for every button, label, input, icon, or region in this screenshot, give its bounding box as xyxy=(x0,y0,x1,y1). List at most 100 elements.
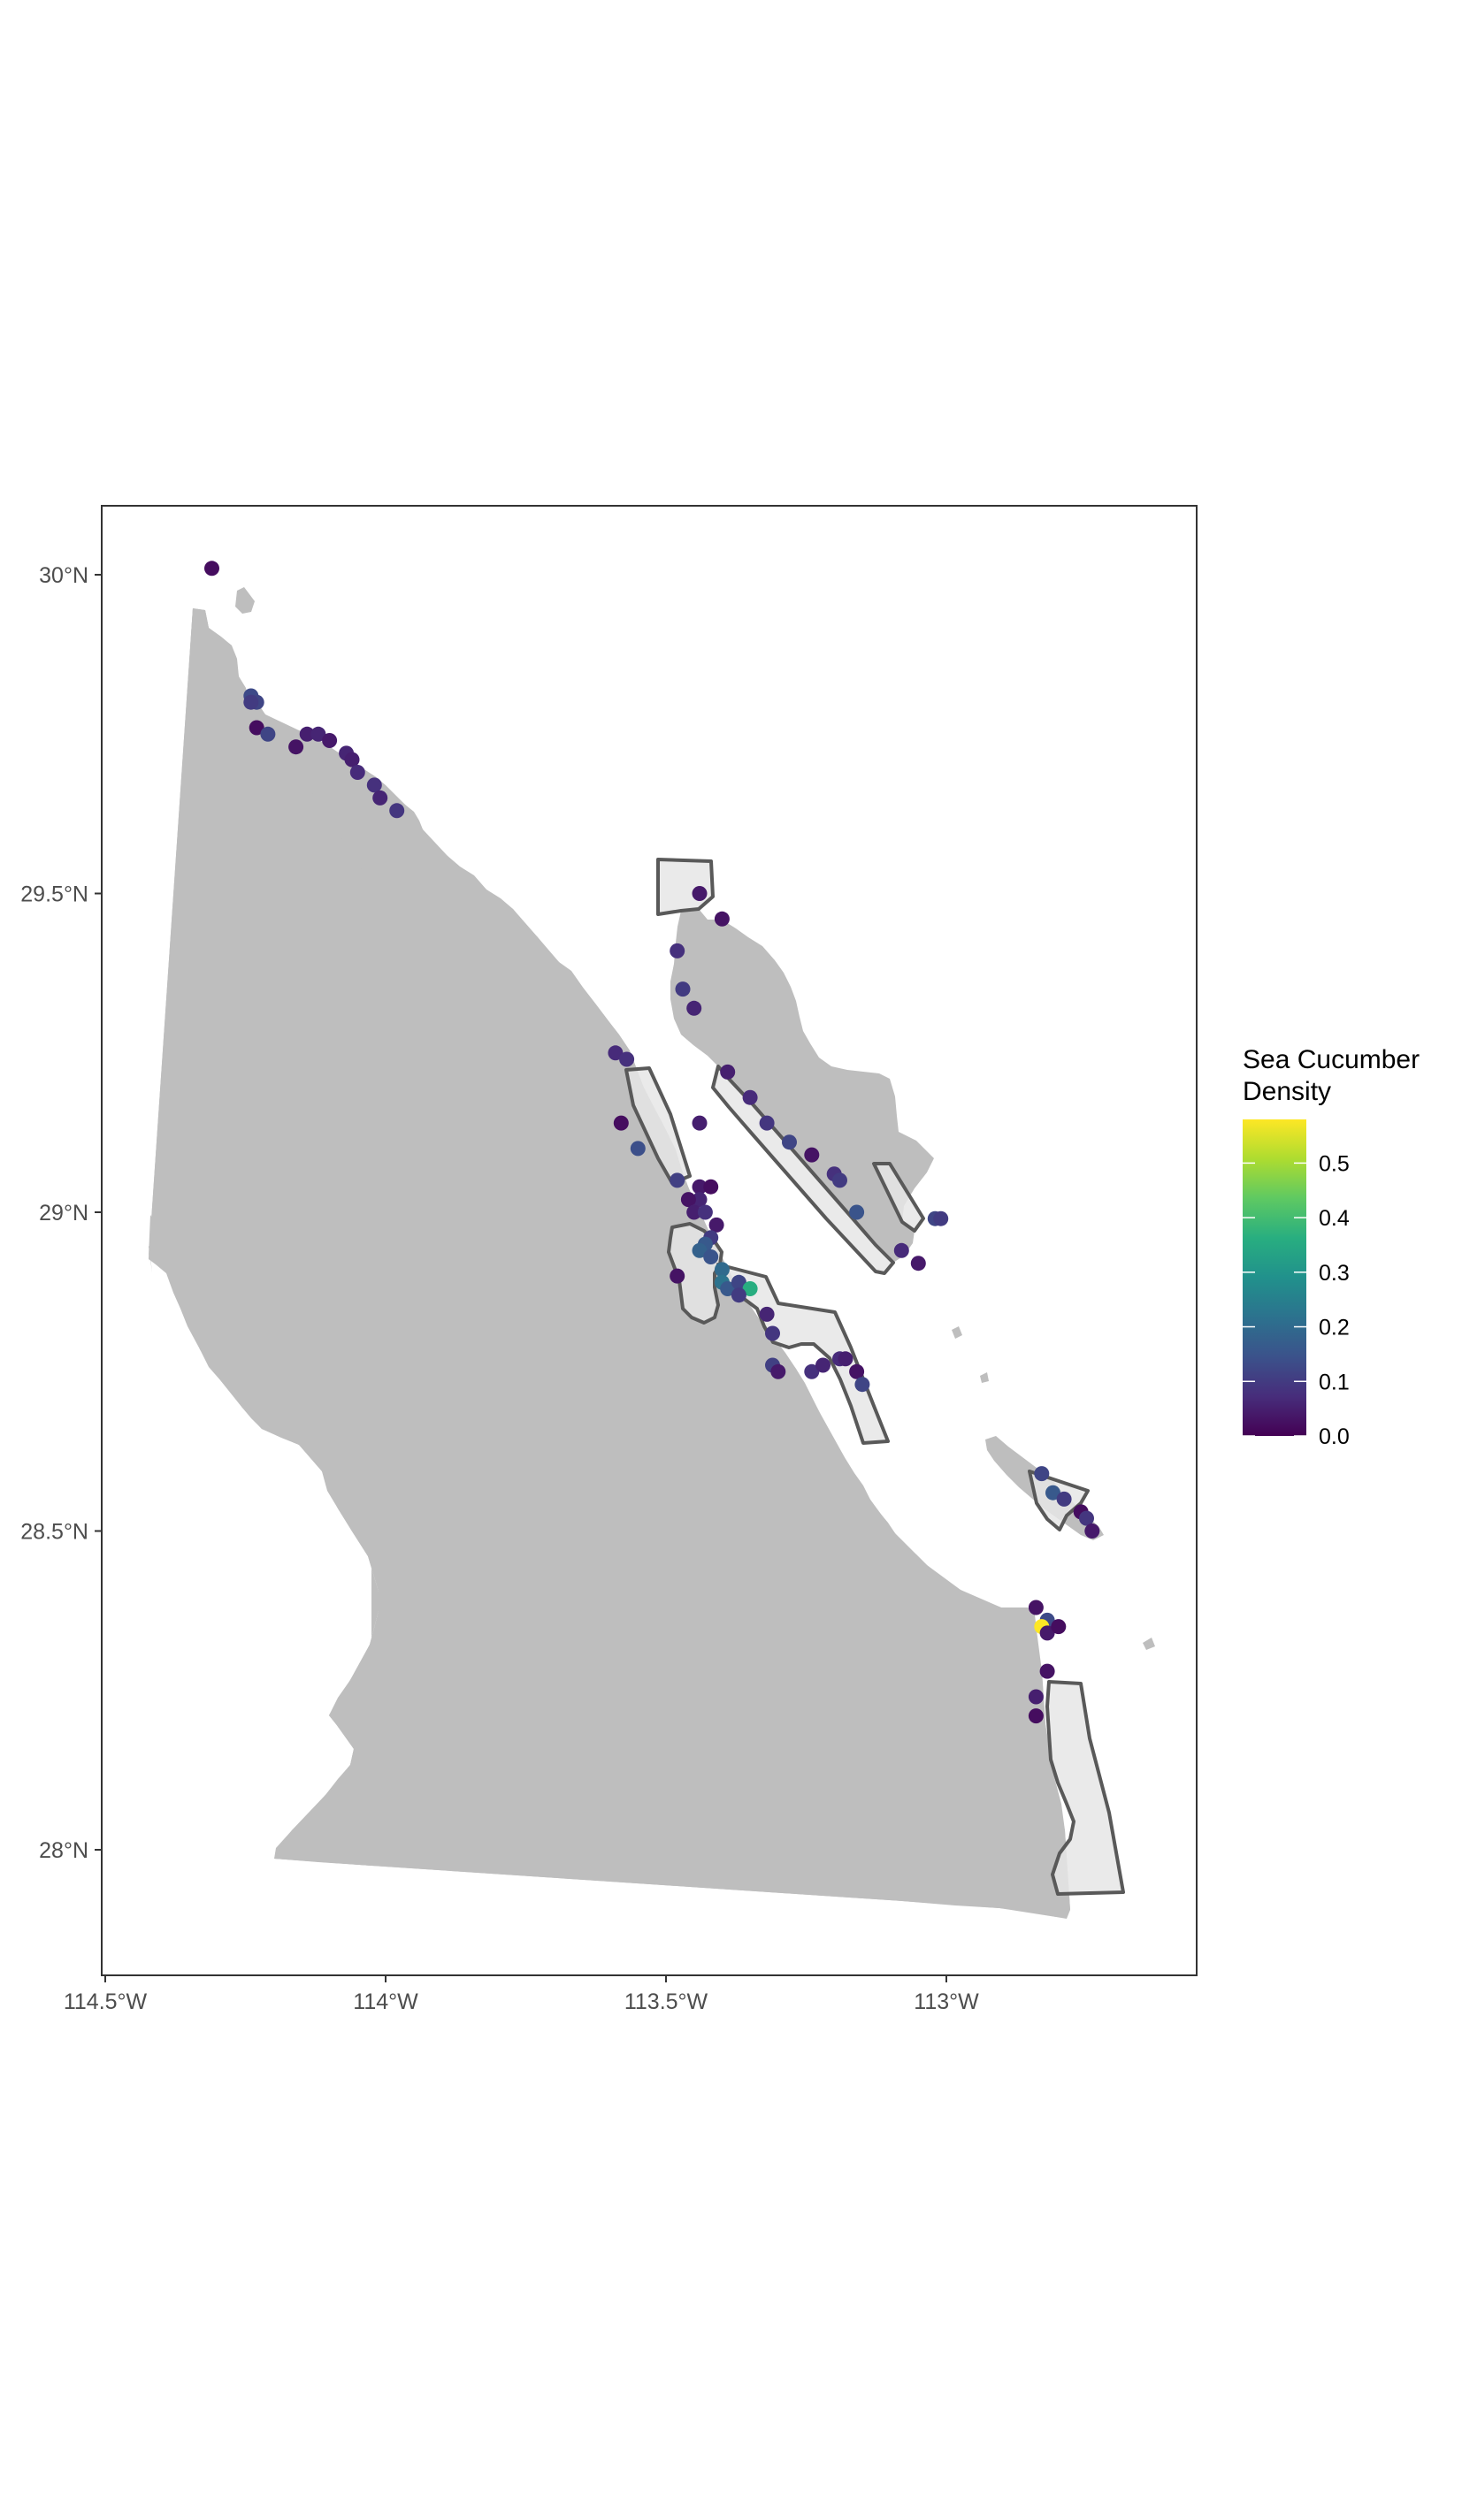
survey-site-point xyxy=(1039,1625,1055,1641)
survey-site-point xyxy=(680,1192,696,1208)
survey-site-point xyxy=(703,1249,719,1264)
island-tiny-2 xyxy=(980,1372,989,1383)
reserve-coast-south xyxy=(716,1263,890,1445)
survey-site-point xyxy=(770,1363,786,1379)
y-tick-label: 29.5°N xyxy=(20,882,88,907)
axes: 114.5°W 114°W 113.5°W 113°W 30°N 29.5°N 29°N 28… xyxy=(20,563,979,2014)
survey-site-point xyxy=(697,1204,713,1220)
survey-site-point xyxy=(630,1141,646,1157)
legend-title-line2: Density xyxy=(1243,1077,1331,1106)
survey-site-point xyxy=(260,726,276,742)
survey-site-point xyxy=(322,733,338,748)
survey-site-point xyxy=(686,1204,702,1220)
survey-site-point xyxy=(815,1357,831,1373)
survey-site-point xyxy=(1051,1619,1067,1635)
survey-site-point xyxy=(720,1281,736,1296)
survey-site-point xyxy=(1056,1491,1072,1507)
survey-site-point xyxy=(854,1377,870,1393)
survey-site-point xyxy=(759,1115,775,1131)
survey-site-point xyxy=(731,1274,746,1290)
reserve-north-angel xyxy=(656,858,715,916)
survey-site-point xyxy=(692,1115,708,1131)
peninsula-west-coast xyxy=(149,608,379,1866)
legend-tick-label: 0.3 xyxy=(1319,1261,1350,1286)
survey-site-point xyxy=(249,720,264,736)
y-tick-label: 29°N xyxy=(39,1201,88,1226)
survey-site-point xyxy=(608,1045,624,1061)
survey-site-point xyxy=(366,777,382,793)
island-small-north xyxy=(235,587,255,614)
survey-site-point xyxy=(204,561,219,577)
reserve-south-coast xyxy=(1045,1680,1125,1896)
survey-site-point xyxy=(849,1204,865,1220)
survey-site-point xyxy=(1039,1663,1055,1679)
survey-site-point xyxy=(708,1217,724,1233)
survey-site-point xyxy=(933,1210,949,1226)
survey-site-point xyxy=(1028,1600,1044,1615)
survey-site-point xyxy=(714,1262,730,1278)
survey-site-point xyxy=(692,1242,708,1258)
survey-site-point xyxy=(1084,1523,1100,1539)
y-tick-label: 28.5°N xyxy=(20,1520,88,1545)
survey-site-point xyxy=(670,943,685,958)
x-tick-label: 113.5°W xyxy=(624,1989,708,2014)
survey-site-point xyxy=(675,981,691,997)
legend-tick-label: 0.2 xyxy=(1319,1316,1350,1340)
survey-site-point xyxy=(299,726,315,742)
island-tiny-3 xyxy=(1143,1638,1155,1650)
survey-site-point xyxy=(1034,1466,1050,1482)
survey-site-point xyxy=(686,1000,702,1016)
survey-site-point xyxy=(372,790,388,806)
survey-site-point xyxy=(910,1256,926,1271)
y-tick-label: 30°N xyxy=(39,563,88,588)
survey-site-point xyxy=(692,1192,708,1208)
panel-border xyxy=(101,505,1198,1976)
survey-site-point xyxy=(1045,1485,1060,1501)
survey-site-point xyxy=(1028,1689,1044,1705)
survey-site-point xyxy=(714,911,730,927)
legend-tick-label: 0.1 xyxy=(1319,1370,1350,1394)
survey-site-point xyxy=(765,1325,780,1341)
survey-site-point xyxy=(893,1242,909,1258)
survey-site-point xyxy=(288,739,304,755)
survey-site-point xyxy=(692,1179,708,1195)
island-tiny-1 xyxy=(952,1326,962,1339)
x-tick-label: 113°W xyxy=(914,1989,979,2014)
reserve-angel-south-arm xyxy=(711,1065,895,1275)
survey-site-point xyxy=(670,1172,685,1188)
survey-site-point xyxy=(742,1089,758,1105)
survey-site-point xyxy=(804,1363,820,1379)
survey-site-point xyxy=(703,1179,719,1195)
x-tick-label: 114°W xyxy=(353,1989,418,2014)
survey-site-point xyxy=(838,1351,853,1367)
survey-site-point xyxy=(804,1147,820,1163)
survey-site-point xyxy=(670,1268,685,1284)
survey-site-point xyxy=(310,726,326,742)
legend-ticks: 0.0 0.1 0.2 0.3 0.4 0.5 xyxy=(1243,1151,1350,1449)
survey-site-point xyxy=(742,1281,758,1296)
y-tick-label: 28°N xyxy=(39,1838,88,1863)
legend-colorbar xyxy=(1243,1119,1306,1436)
legend-title-line1: Sea Cucumber xyxy=(1243,1045,1420,1074)
survey-sites xyxy=(204,561,1100,1724)
survey-site-point xyxy=(344,752,360,767)
survey-site-point xyxy=(832,1172,847,1188)
x-tick-label: 114.5°W xyxy=(64,1989,148,2014)
survey-site-point xyxy=(731,1287,746,1303)
survey-site-point xyxy=(243,694,259,710)
island-angel-de-la-guarda xyxy=(670,909,934,1263)
reserve-east-strip xyxy=(872,1162,925,1233)
survey-site-point xyxy=(349,765,365,780)
survey-site-point xyxy=(720,1064,736,1080)
survey-site-point xyxy=(389,803,405,819)
survey-site-point xyxy=(759,1306,775,1322)
peninsula-land-body xyxy=(149,608,1070,1917)
survey-site-point xyxy=(1028,1708,1044,1724)
survey-site-point xyxy=(1079,1510,1094,1526)
survey-site-point xyxy=(849,1363,865,1379)
survey-site-point xyxy=(782,1134,797,1150)
legend: Sea Cucumber Density 0.0 0.1 0.2 0.3 0.4 0.5 xyxy=(1243,1045,1420,1449)
legend-tick-label: 0.4 xyxy=(1319,1206,1350,1231)
legend-tick-label: 0.0 xyxy=(1319,1424,1350,1449)
